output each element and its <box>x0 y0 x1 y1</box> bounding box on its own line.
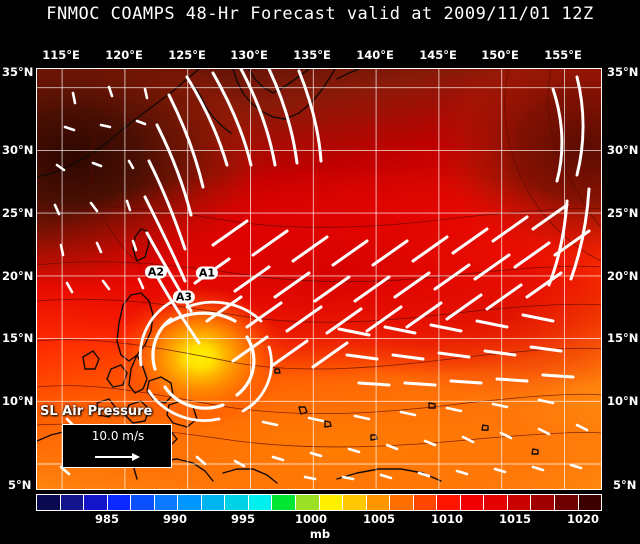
colorbar-swatch-22 <box>555 495 579 510</box>
colorbar-tick-1010: 1010 <box>430 512 464 526</box>
lat-tick-30n-left: 30°N <box>2 143 34 157</box>
lon-tick-130e: 130°E <box>230 48 268 62</box>
page-title: FNMOC COAMPS 48-Hr Forecast valid at 200… <box>46 4 594 24</box>
pressure-colorbar[interactable] <box>36 494 602 511</box>
lat-tick-25n-left: 25°N <box>2 206 34 220</box>
lat-tick-5n-left: 5°N <box>8 478 32 492</box>
colorbar-swatch-15 <box>390 495 414 510</box>
lat-tick-15n-right: 15°N <box>607 331 639 345</box>
wind-scale-legend: 10.0 m/s <box>62 424 172 468</box>
colorbar-swatch-20 <box>507 495 532 510</box>
lat-tick-10n-right: 10°N <box>607 394 639 408</box>
storm-label-a3: A3 <box>172 290 196 304</box>
colorbar-swatch-7 <box>201 495 226 510</box>
colorbar-unit-label: mb <box>309 527 331 541</box>
lat-tick-35n-right: 35°N <box>607 65 639 79</box>
storm-label-a1: A1 <box>195 266 219 280</box>
lon-tick-150e: 150°E <box>481 48 519 62</box>
colorbar-swatch-9 <box>248 495 273 510</box>
colorbar-swatch-10 <box>272 495 297 510</box>
colorbar-swatch-21 <box>531 495 556 510</box>
colorbar-tick-990: 990 <box>162 512 188 526</box>
colorbar-swatch-18 <box>460 495 485 510</box>
field-label: SL Air Pressure <box>40 404 153 419</box>
lat-tick-25n-right: 25°N <box>607 206 639 220</box>
colorbar-swatch-8 <box>225 495 249 510</box>
colorbar-swatch-23 <box>578 495 602 510</box>
colorbar-tick-985: 985 <box>94 512 120 526</box>
right-arrow-icon <box>95 453 140 461</box>
storm-label-a2: A2 <box>144 265 168 279</box>
colorbar-swatch-11 <box>296 495 320 510</box>
wind-scale-value: 10.0 m/s <box>91 429 145 443</box>
lon-tick-155e: 155°E <box>544 48 582 62</box>
lon-tick-135e: 135°E <box>293 48 331 62</box>
colorbar-swatch-0 <box>37 495 61 510</box>
lat-tick-5n-right: 5°N <box>613 478 637 492</box>
colorbar-swatch-13 <box>343 495 367 510</box>
colorbar-swatch-14 <box>366 495 391 510</box>
lat-tick-20n-right: 20°N <box>607 269 639 283</box>
map-plot-area: A2 A1 A3 <box>36 68 602 490</box>
colorbar-swatch-1 <box>60 495 85 510</box>
colorbar-tick-995: 995 <box>230 512 256 526</box>
lat-tick-35n-left: 35°N <box>2 65 34 79</box>
lon-tick-125e: 125°E <box>168 48 206 62</box>
colorbar-swatch-3 <box>107 495 132 510</box>
lat-tick-10n-left: 10°N <box>2 394 34 408</box>
colorbar-swatch-19 <box>484 495 508 510</box>
colorbar-swatch-17 <box>437 495 461 510</box>
colorbar-swatch-4 <box>131 495 155 510</box>
lon-tick-120e: 120°E <box>105 48 143 62</box>
lon-tick-115e: 115°E <box>42 48 80 62</box>
colorbar-swatch-2 <box>84 495 108 510</box>
colorbar-swatch-16 <box>413 495 438 510</box>
colorbar-tick-1015: 1015 <box>498 512 532 526</box>
colorbar-swatch-6 <box>178 495 202 510</box>
lat-tick-30n-right: 30°N <box>607 143 639 157</box>
colorbar-tick-1005: 1005 <box>362 512 396 526</box>
coastlines <box>37 69 539 484</box>
lat-tick-15n-left: 15°N <box>2 331 34 345</box>
colorbar-tick-1020: 1020 <box>566 512 600 526</box>
lon-tick-140e: 140°E <box>356 48 394 62</box>
lat-tick-20n-left: 20°N <box>2 269 34 283</box>
wind-streaks <box>53 69 591 481</box>
lon-tick-145e: 145°E <box>419 48 457 62</box>
colorbar-swatch-12 <box>319 495 344 510</box>
colorbar-tick-1000: 1000 <box>294 512 328 526</box>
colorbar-swatch-5 <box>154 495 179 510</box>
